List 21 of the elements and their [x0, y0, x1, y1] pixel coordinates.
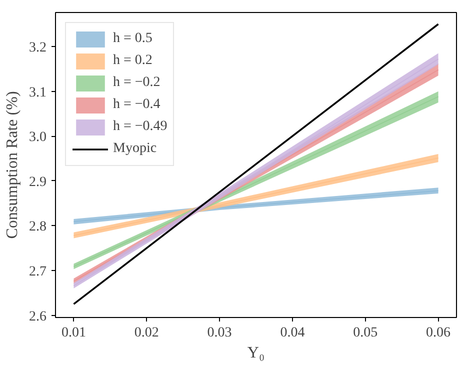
y-axis-title: Consumption Rate (%)	[4, 91, 21, 239]
legend-label: h = −0.4	[113, 97, 160, 113]
legend-label: h = −0.49	[113, 119, 168, 135]
x-tick-label: 0.04	[280, 326, 305, 340]
x-axis-title: Y₀	[247, 344, 265, 362]
x-tick-label: 0.06	[426, 326, 451, 340]
y-tick-label: 2.6	[29, 309, 46, 324]
legend-label: h = 0.5	[113, 31, 152, 47]
x-tick-label: 0.05	[353, 326, 378, 340]
y-tick-label: 3.0	[29, 130, 46, 146]
legend-label: h = −0.2	[113, 75, 160, 91]
legend-label: Myopic	[113, 141, 157, 157]
x-tick-label: 0.02	[134, 326, 159, 340]
x-tick-label: 0.03	[207, 326, 232, 340]
x-tick-label: 0.01	[61, 326, 86, 340]
y-tick-label: 3.1	[29, 85, 46, 100]
y-tick-label: 2.8	[29, 220, 46, 235]
y-tick-label: 2.7	[29, 264, 46, 280]
y-tick-label: 3.2	[29, 40, 46, 56]
y-tick-label: 2.9	[29, 174, 46, 190]
legend-label: h = 0.2	[113, 53, 152, 69]
